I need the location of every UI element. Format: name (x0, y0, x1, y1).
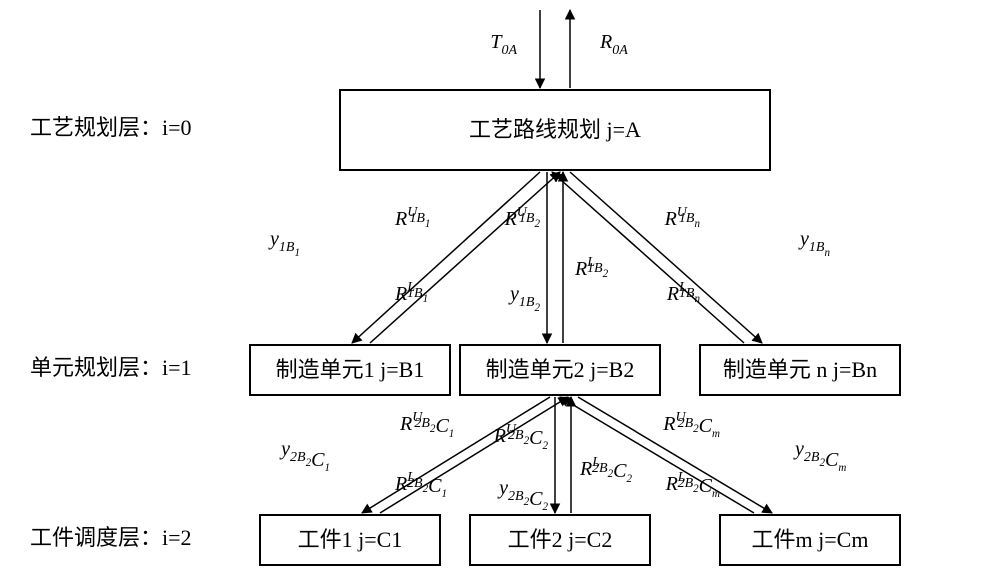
node-C2-label: 工件2 j=C2 (508, 527, 613, 552)
node-C1-label: 工件1 j=C1 (298, 527, 403, 552)
edge-A-Bn-down (570, 172, 762, 343)
edge-A-B1-up (370, 172, 560, 343)
node-Cm-label: 工件m j=Cm (752, 527, 869, 552)
node-B1-label: 制造单元1 j=B1 (276, 357, 425, 382)
edge-label: y2B2Cm (793, 438, 846, 474)
edge-label: y1B1 (268, 228, 300, 259)
edge-label: RL1B2 (574, 255, 609, 280)
edge-label: RL1B1 (394, 280, 428, 305)
edge-label: y1Bn (798, 228, 830, 259)
edge-label: y1B2 (508, 283, 540, 314)
edge-label: RU2B2C1 (399, 410, 454, 440)
edge-label: RL2B2Cm (665, 470, 720, 500)
edge-label: RU1B1 (394, 205, 430, 230)
edge-A-B1-down (352, 172, 540, 343)
node-A-label: 工艺路线规划 j=A (469, 117, 641, 142)
node-Bn-label: 制造单元 n j=Bn (723, 357, 877, 382)
hierarchy-diagram: 工艺规划层：i=0 单元规划层：i=1 工件调度层：i=2 工艺路线规划 j=A 制造单… (0, 0, 1000, 575)
edge-label: RL2B2C2 (579, 455, 632, 485)
edge-label: T0A (490, 31, 517, 58)
edge-label: R0A (599, 31, 628, 58)
edge-B2-Cm-up (560, 397, 754, 513)
layer-0-label: 工艺规划层：i=0 (30, 115, 192, 140)
edge-label: y2B2C2 (497, 477, 548, 513)
edge-label: RU2B2Cm (662, 410, 720, 440)
edge-label: RU1Bn (664, 205, 701, 230)
edge-label: RU1B2 (504, 205, 541, 230)
edge-label: y2B2C1 (279, 438, 330, 474)
node-B2-label: 制造单元2 j=B2 (486, 357, 635, 382)
edge-label: RL2B2C1 (394, 470, 447, 500)
layer-2-label: 工件调度层：i=2 (30, 525, 192, 550)
layer-1-label: 单元规划层：i=1 (30, 355, 192, 380)
